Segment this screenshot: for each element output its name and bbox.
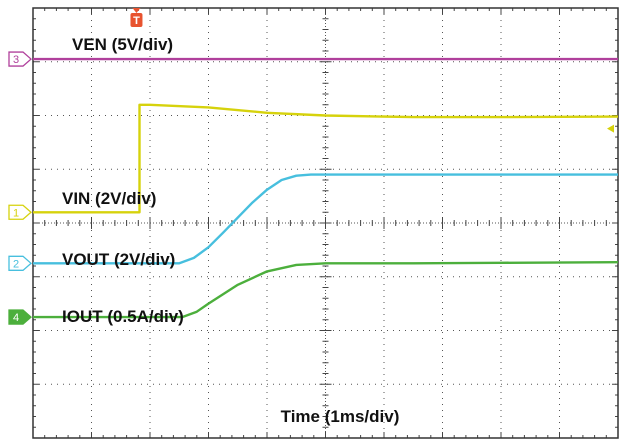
series-label: IOUT (0.5A/div) [62, 307, 184, 326]
channel-marker-2: 2 [8, 255, 32, 271]
plot-frame [32, 7, 619, 439]
channel-marker-1: 1 [8, 204, 32, 220]
series-label: VOUT (2V/div) [62, 250, 175, 269]
vin-offset-arrow [607, 124, 614, 133]
trigger-label: T [133, 15, 140, 27]
graticule [32, 7, 619, 439]
channel-marker-3: 3 [8, 51, 32, 67]
channel-marker-label: 4 [13, 312, 19, 324]
traces [33, 57, 619, 319]
channel-markers: 3 1 2 4 T [8, 8, 614, 325]
trace-vin [33, 103, 619, 214]
trigger-marker: T [130, 8, 143, 27]
labels: VEN (5V/div) VIN (2V/div) VOUT (2V/div) IOU… [62, 35, 399, 426]
trace-vout [33, 173, 618, 265]
trace-iout [33, 261, 619, 319]
channel-marker-label: 1 [13, 207, 19, 219]
channel-marker-label: 3 [13, 54, 19, 66]
series-label: VEN (5V/div) [72, 35, 173, 54]
channel-marker-4: 4 [8, 309, 32, 325]
series-label: VIN (2V/div) [62, 189, 156, 208]
channel-marker-label: 2 [13, 258, 19, 270]
x-axis-label: Time (1ms/div) [281, 407, 400, 426]
